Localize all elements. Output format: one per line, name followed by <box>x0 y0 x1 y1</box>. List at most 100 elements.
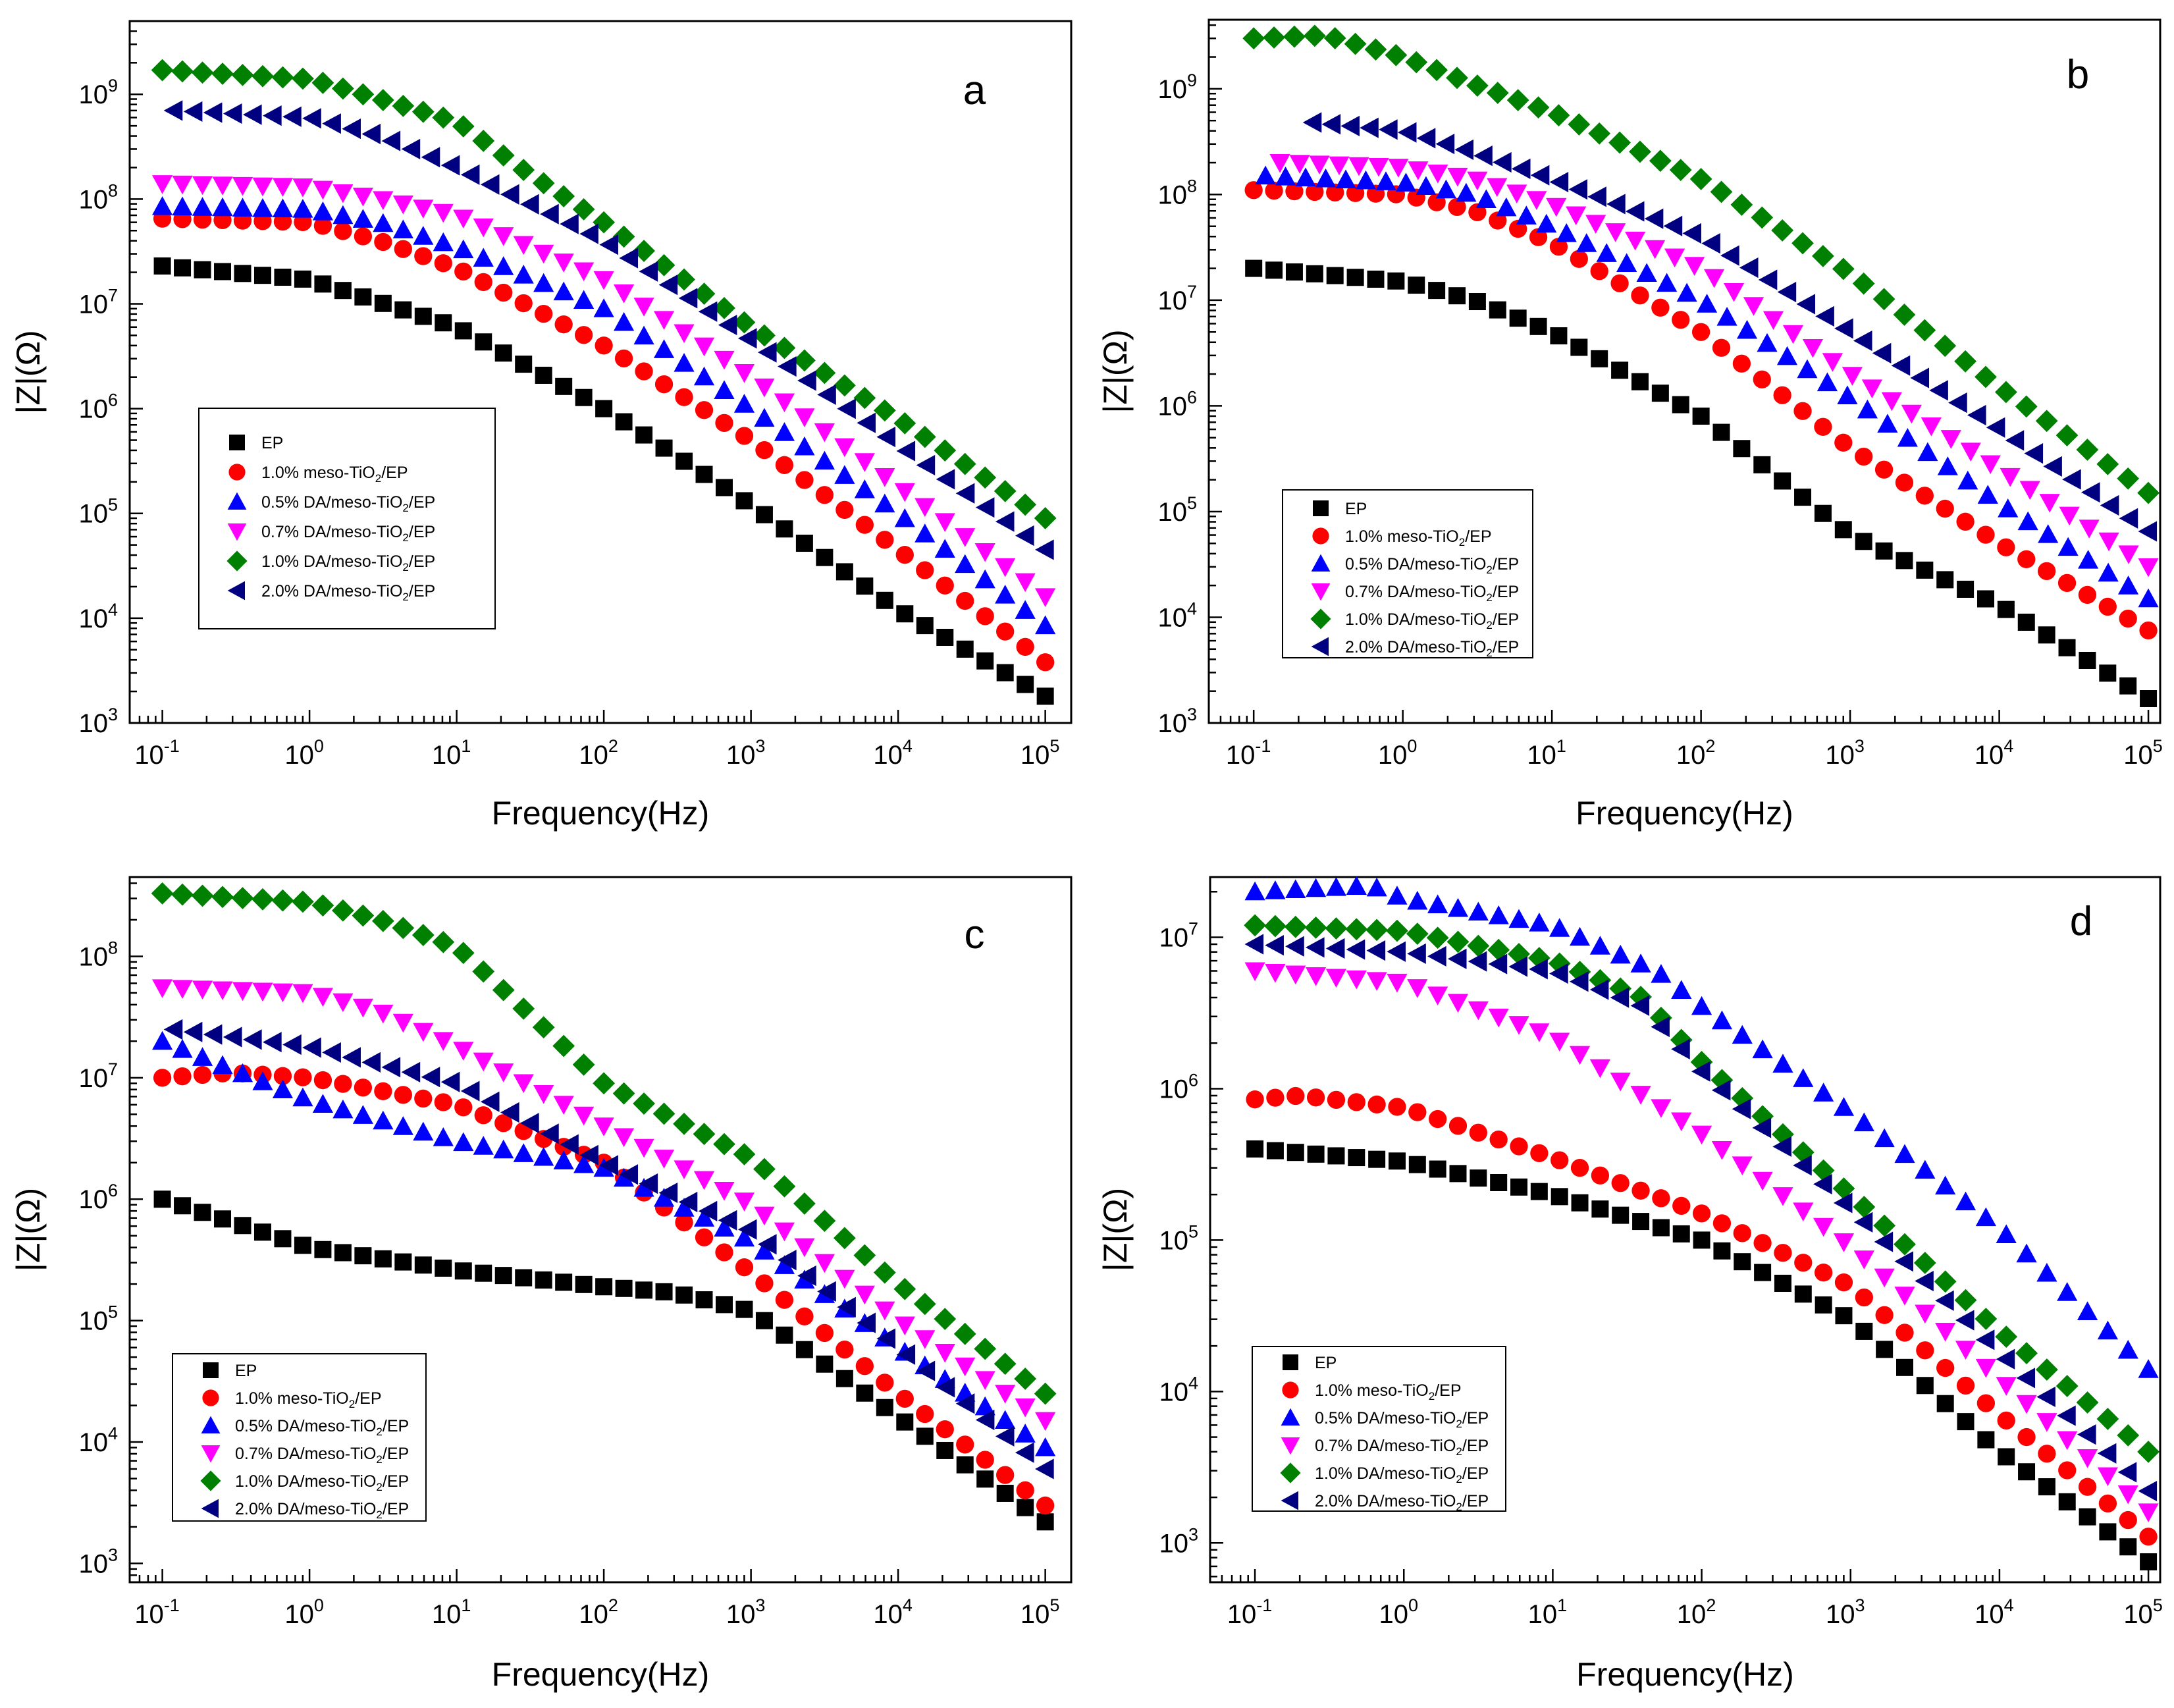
data-point <box>512 159 535 181</box>
data-point <box>733 1192 755 1212</box>
data-point <box>936 576 954 595</box>
data-point <box>1284 915 1307 938</box>
data-point <box>995 558 1016 577</box>
data-point <box>1874 1128 1895 1148</box>
data-point <box>974 543 995 562</box>
data-point <box>1712 1214 1732 1233</box>
data-point <box>413 1023 434 1042</box>
data-point <box>1916 1341 1934 1360</box>
data-point <box>1366 877 1387 897</box>
data-point <box>252 198 273 217</box>
data-point <box>1736 319 1758 339</box>
data-point <box>613 1167 635 1187</box>
data-point <box>974 569 995 589</box>
series-triangle-left <box>163 100 1054 560</box>
data-point <box>493 256 514 275</box>
data-point <box>1651 1016 1670 1038</box>
data-point <box>854 453 875 472</box>
data-point <box>553 281 574 301</box>
data-point <box>1794 1254 1813 1272</box>
data-point <box>1822 353 1843 372</box>
data-point <box>1853 1212 1873 1233</box>
data-point <box>1591 1166 1610 1185</box>
y-axis-title: |Z|(Ω) <box>1097 1188 1134 1271</box>
data-point <box>776 520 793 538</box>
data-point <box>1570 338 1588 356</box>
data-point <box>183 1021 203 1042</box>
x-tick-label: 100 <box>1378 736 1418 770</box>
data-point <box>774 1222 795 1242</box>
data-point <box>311 71 334 94</box>
data-point <box>976 1470 994 1488</box>
data-point <box>253 1223 271 1241</box>
data-point <box>896 1344 916 1365</box>
data-point <box>1589 1059 1610 1079</box>
data-point <box>540 1123 559 1144</box>
legend-entry: EP <box>235 1362 257 1380</box>
data-point <box>955 528 976 547</box>
data-point <box>352 904 375 927</box>
y-tick-label: 107 <box>78 285 118 319</box>
data-point <box>2097 1467 2119 1487</box>
data-point <box>2119 508 2138 529</box>
data-point <box>1468 901 1489 921</box>
data-point <box>1936 1395 1954 1412</box>
data-point <box>532 1016 555 1039</box>
data-point <box>1815 1296 1832 1314</box>
data-point <box>1550 327 1568 345</box>
data-point <box>915 498 936 518</box>
data-point <box>615 413 633 431</box>
plot-frame <box>128 876 1073 1584</box>
data-point <box>1447 948 1467 969</box>
data-point <box>1916 561 1934 579</box>
x-tick-label: 103 <box>1826 1595 1865 1629</box>
legend-marker <box>203 1362 219 1378</box>
data-point <box>837 1296 856 1318</box>
data-point <box>1994 381 2017 404</box>
data-point <box>1644 208 1664 229</box>
data-point <box>1408 1156 1426 1173</box>
data-point <box>996 1484 1014 1502</box>
data-point <box>1347 1093 1365 1111</box>
data-point <box>956 591 974 610</box>
legend-entry: 1.0% meso-TiO2/EP <box>261 464 408 485</box>
data-point <box>775 456 794 474</box>
data-point <box>1797 359 1818 379</box>
chart-b-svg: 10-1 100 101 102 103 104 105 103 104 105 106 107 108… <box>1097 18 2163 832</box>
data-point <box>1366 940 1386 961</box>
data-point <box>374 1250 392 1268</box>
data-point <box>1035 588 1056 607</box>
data-point <box>2098 1494 2117 1513</box>
data-point <box>1652 1189 1670 1208</box>
data-point <box>1387 973 1408 993</box>
series-circle <box>1246 1086 2158 1546</box>
series-square <box>153 1190 1054 1531</box>
data-point <box>1967 404 1986 426</box>
legend-entry: EP <box>261 434 283 452</box>
data-point <box>1321 114 1341 135</box>
data-point <box>995 1385 1016 1404</box>
x-tick-label: 103 <box>726 736 766 770</box>
data-point <box>994 479 1017 502</box>
x-tick-label: 105 <box>2123 1595 2163 1629</box>
data-point <box>1289 155 1310 174</box>
x-tick-label: 104 <box>873 736 913 770</box>
data-point <box>1772 1136 1791 1157</box>
data-point <box>733 1227 755 1247</box>
data-point <box>2119 609 2137 628</box>
data-point <box>1815 306 1834 327</box>
data-point <box>1732 354 1751 373</box>
data-point <box>2077 1449 2098 1468</box>
data-point <box>1566 206 1587 226</box>
data-point <box>533 1146 554 1166</box>
legend-marker <box>1281 1408 1300 1426</box>
data-point <box>714 1217 735 1237</box>
data-point <box>1763 311 1784 331</box>
legend-marker <box>227 523 247 541</box>
data-point <box>294 1068 312 1086</box>
data-point <box>1691 996 1712 1015</box>
data-point <box>876 1399 893 1416</box>
y-tick-label: 105 <box>1157 493 1197 527</box>
data-point <box>374 1082 392 1100</box>
data-point <box>876 1374 894 1392</box>
